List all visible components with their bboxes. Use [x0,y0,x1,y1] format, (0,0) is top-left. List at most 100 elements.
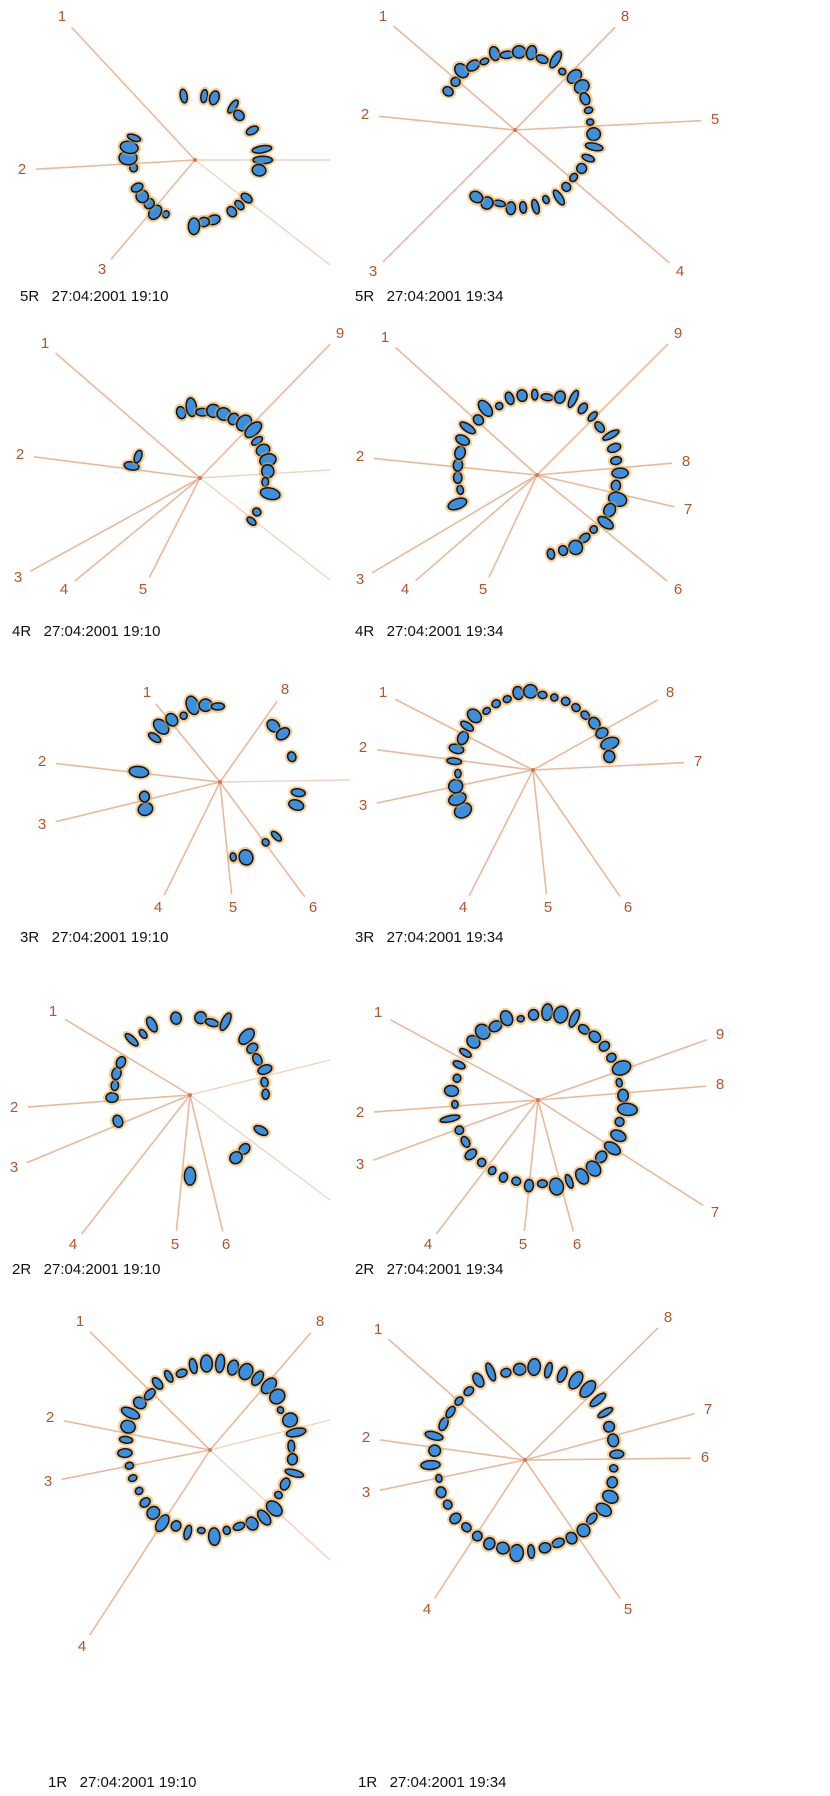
blob [579,1380,597,1399]
blob [512,1362,527,1376]
ray-label: 2 [46,1409,54,1426]
blob [134,1486,144,1496]
ray-label: 3 [38,816,46,833]
blob [606,1476,619,1489]
caption: 4R 27:04:2001 19:10 [12,623,160,640]
blob [232,1521,246,1532]
blob [548,1177,565,1196]
ray [55,352,201,479]
centre [536,1098,540,1102]
ray [175,1094,191,1232]
blob [199,1354,214,1373]
blob [558,67,567,76]
blob [229,852,238,862]
centre [208,1448,212,1452]
blob [607,1433,620,1448]
blob [611,467,629,479]
blob [118,1435,134,1444]
blob [257,1064,273,1076]
blob [210,702,226,711]
ray [55,781,221,823]
blob [485,1362,497,1382]
blob [511,1176,522,1186]
ray [536,474,675,508]
blob [245,125,259,136]
blob [245,1516,259,1531]
blob [611,1059,632,1076]
ray [148,477,201,578]
blob [126,133,142,143]
blob [183,1524,193,1541]
blob [196,1526,206,1535]
blob [459,421,477,435]
blob [516,1014,525,1023]
blob [546,548,556,560]
ray-label: 5 [139,581,147,598]
ray-label: 1 [76,1313,84,1330]
ray [33,455,201,479]
blob [610,1129,627,1143]
ray-label: 8 [664,1309,672,1326]
blob [261,838,270,847]
ray-label: 7 [704,1401,712,1418]
blob [589,524,599,534]
blob [435,1486,447,1499]
ray-label: 3 [356,1156,364,1173]
blob [536,1179,549,1189]
blob [276,1406,285,1415]
ray-label: 1 [379,684,387,701]
blob [479,57,490,66]
blob [138,790,151,803]
blob [461,1522,472,1533]
ray-label: 4 [60,581,68,598]
blob [447,778,464,794]
ray-label: 2 [18,161,26,178]
blob [594,421,606,434]
caption: 3R 27:04:2001 19:10 [20,929,168,946]
blob [251,163,267,177]
blob [598,1040,611,1052]
ray [435,1099,539,1235]
ray-label: 9 [336,325,344,342]
blob [455,434,471,446]
ray [80,1094,191,1235]
ray-label: 1 [374,1004,382,1021]
blob [127,1473,138,1483]
ray [88,1449,211,1636]
blob [614,1116,625,1127]
blob [120,1406,141,1420]
blob [188,1357,198,1375]
blob [105,1091,119,1104]
blob [549,693,559,702]
blob [575,162,588,175]
blob [564,1173,574,1189]
blob [460,1135,471,1148]
blob [530,388,539,401]
blob [286,1452,299,1466]
blob [240,192,253,204]
blob [574,1167,590,1185]
centre [198,476,202,480]
blob [207,1527,221,1547]
blob [553,1005,569,1024]
blob [595,1502,613,1518]
blob [442,85,454,97]
caption: 1R 27:04:2001 19:34 [358,1774,506,1791]
centre [531,768,535,772]
blob [286,751,297,763]
ray-label: 5 [544,899,552,916]
caption: 1R 27:04:2001 19:10 [48,1774,196,1791]
blob [576,1523,591,1538]
blob [527,1358,542,1377]
blob [516,389,528,403]
ray [379,1439,526,1461]
ray-label: 4 [401,581,409,598]
blob [226,205,238,218]
blob [603,1141,621,1156]
blob [447,497,468,511]
caption: 2R 27:04:2001 19:34 [355,1261,503,1278]
blob [133,449,143,464]
blob [222,1525,232,1536]
blob [543,1361,554,1379]
